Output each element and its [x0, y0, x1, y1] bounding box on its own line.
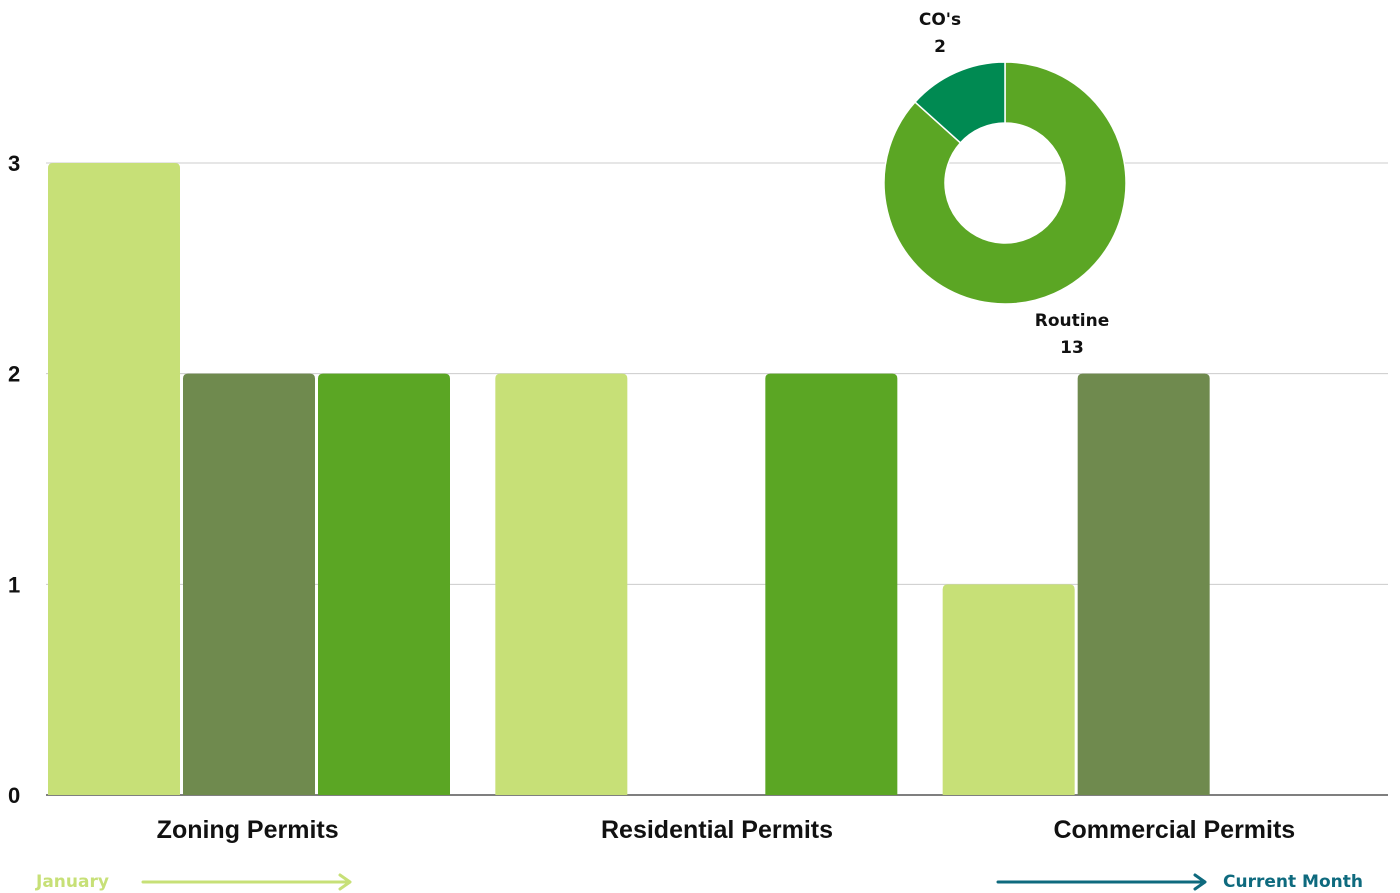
bar: [318, 373, 450, 795]
bar: [183, 373, 315, 795]
y-tick-label: 2: [8, 362, 20, 387]
x-category-label: Residential Permits: [601, 816, 833, 844]
bar: [765, 373, 898, 795]
donut-slice-label: CO's: [919, 10, 961, 30]
y-axis-ticks: 0 1 2 3: [8, 151, 20, 808]
y-tick-label: 3: [8, 151, 20, 176]
january-arrow-head: [338, 873, 352, 891]
time-legend: [141, 873, 1207, 891]
donut-slice: [914, 61, 1006, 144]
bar: [1077, 373, 1210, 795]
x-axis-categories: Zoning Permits Residential Permits Commerc…: [157, 816, 1296, 844]
donut-slice-value: 13: [1060, 338, 1084, 358]
inspections-donut: Routine 13 CO's 2: [883, 10, 1127, 358]
bar: [495, 373, 628, 795]
legend-current-month-label: Current Month: [1223, 872, 1363, 892]
bar: [48, 163, 180, 795]
donut-slice-value: 2: [934, 37, 946, 57]
y-tick-label: 0: [8, 783, 20, 808]
current-month-arrow-head: [1193, 873, 1207, 891]
donut-slice: [883, 61, 1127, 305]
legend-january-label: January: [36, 872, 109, 892]
bar: [942, 584, 1075, 795]
donut-slice-label: Routine: [1035, 311, 1109, 331]
x-category-label: Commercial Permits: [1053, 816, 1295, 844]
bars: [48, 163, 1210, 795]
x-category-label: Zoning Permits: [157, 816, 339, 844]
y-tick-label: 1: [8, 572, 20, 597]
